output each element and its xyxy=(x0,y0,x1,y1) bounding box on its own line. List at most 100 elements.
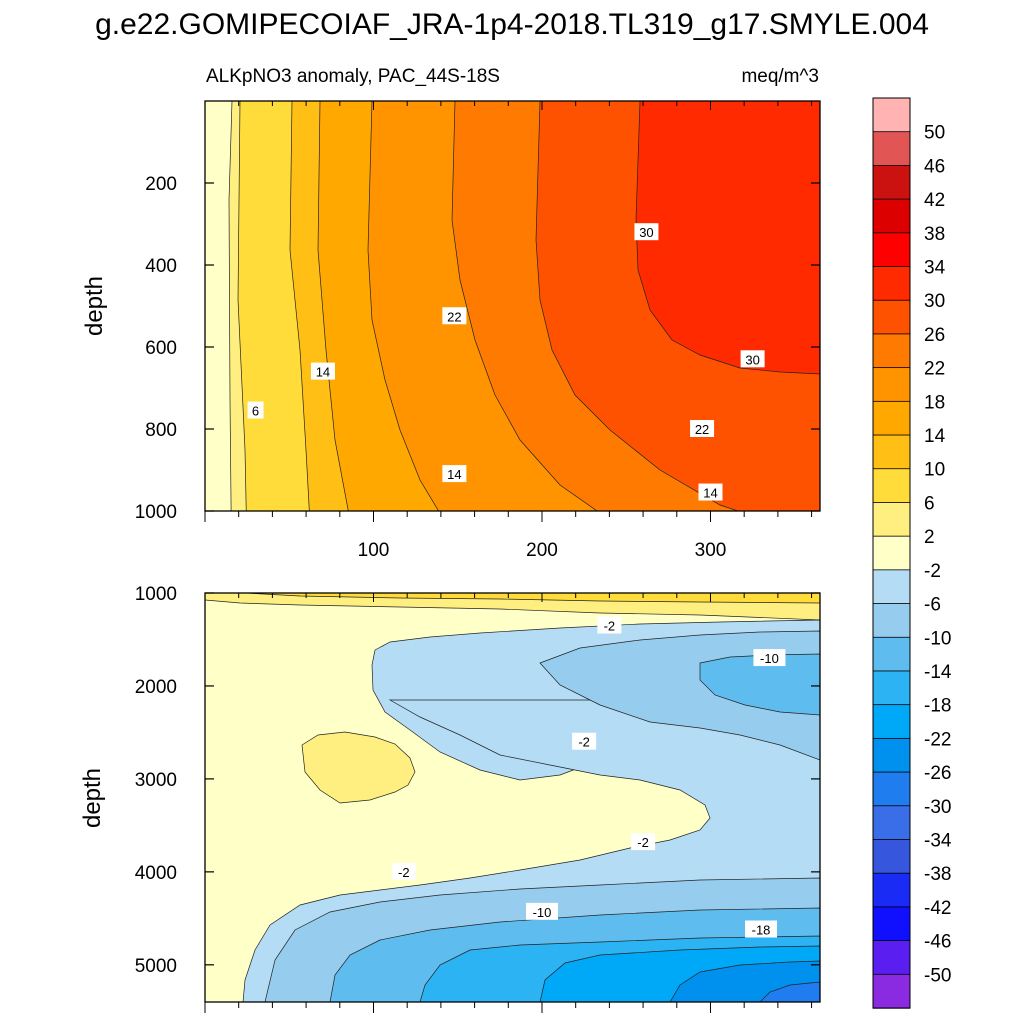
lower-contour-label-box xyxy=(391,862,416,880)
colorbar-swatch xyxy=(872,771,911,807)
colorbar-swatch xyxy=(872,805,911,841)
lower-contour-label-box xyxy=(572,732,597,750)
colorbar-label: -10 xyxy=(924,628,951,649)
lower-contour-label: -10 xyxy=(525,902,558,920)
figure-title: g.e22.GOMIPECOIAF_JRA-1p4-2018.TL319_g17… xyxy=(95,8,929,41)
lower-y-tick-label: 5000 xyxy=(135,956,177,977)
lower-y-tick-label: 4000 xyxy=(135,863,177,884)
upper-contour-label-text: 22 xyxy=(447,309,461,324)
lower-contour-labels: -2 -10 -2 -2 -2 -10 -18 xyxy=(391,616,786,938)
colorbar-label: 26 xyxy=(924,325,945,346)
colorbar-swatch xyxy=(872,670,911,706)
upper-band-fill-30 xyxy=(635,101,820,375)
upper-x-tick-label: 200 xyxy=(526,540,558,561)
upper-y-tick-label: 800 xyxy=(145,420,177,441)
colorbar-label: 14 xyxy=(924,426,946,447)
lower-y-tick-label: 1000 xyxy=(135,584,177,605)
lower-contour-label-text: -2 xyxy=(604,619,616,634)
upper-contour-label-box xyxy=(698,483,723,501)
colorbar-swatch xyxy=(872,131,911,167)
colorbar-swatch xyxy=(872,400,911,436)
colorbar-label: -14 xyxy=(924,662,952,683)
lower-contour-label-box xyxy=(525,902,558,920)
colorbar-label: 46 xyxy=(924,156,945,177)
colorbar-swatch xyxy=(872,737,911,773)
colorbar-swatch xyxy=(872,299,911,335)
upper-contour-label-text: 14 xyxy=(316,365,330,380)
colorbar-swatch xyxy=(872,535,911,571)
colorbar-label: -34 xyxy=(924,830,952,851)
lower-contour-label: -2 xyxy=(391,862,416,880)
lower-band-fill-minus10 xyxy=(699,653,820,716)
upper-x-tick-label: 300 xyxy=(695,540,727,561)
upper-contour-label: 30 xyxy=(634,223,659,241)
lower-x-axis xyxy=(204,593,813,1013)
upper-x-tick-label: 100 xyxy=(358,540,390,561)
upper-contour-label: 6 xyxy=(247,401,264,419)
upper-contour-label: 22 xyxy=(442,307,467,325)
lower-contour-label-text: -10 xyxy=(533,905,552,920)
lower-contour-label-text: -2 xyxy=(637,835,649,850)
colorbar-frame xyxy=(872,97,911,1009)
upper-contour-label-text: 6 xyxy=(252,404,259,419)
colorbar-label: 18 xyxy=(924,392,945,413)
colorbar-label: -18 xyxy=(924,696,951,717)
upper-contour-label: 14 xyxy=(442,465,467,483)
colorbar-swatch xyxy=(872,839,911,874)
colorbar-swatch xyxy=(872,502,911,537)
upper-contour-label-box xyxy=(690,420,715,437)
upper-contour-label-box xyxy=(634,223,659,241)
colorbar-swatch xyxy=(872,367,911,403)
colorbar-swatch xyxy=(872,906,911,942)
colorbar-label: 50 xyxy=(924,123,945,144)
lower-contour-label-box xyxy=(597,616,622,634)
colorbar-label: 22 xyxy=(924,359,945,380)
lower-contour-label-text: -2 xyxy=(398,865,410,880)
lower-y-axis-title: depth xyxy=(79,768,106,828)
lower-contour-label-box xyxy=(745,920,778,938)
upper-contour-labels: 6 14 22 30 30 22 14 14 xyxy=(247,223,765,501)
colorbar-label: 6 xyxy=(924,493,935,514)
upper-contour-label: 14 xyxy=(698,483,723,501)
colorbar-swatch xyxy=(872,165,911,200)
lower-contour-label: -2 xyxy=(631,833,656,851)
upper-contour-label-text: 30 xyxy=(745,352,759,367)
colorbar-swatch xyxy=(872,232,911,268)
upper-contour-label-box xyxy=(442,465,467,483)
colorbar-label: -50 xyxy=(924,965,951,986)
lower-y-tick-label: 2000 xyxy=(135,677,177,698)
colorbar-swatch xyxy=(872,872,911,908)
colorbar-label: 10 xyxy=(924,460,945,481)
lower-contour-label: -2 xyxy=(572,732,597,750)
lower-band-fill-minus26 xyxy=(759,981,820,1002)
upper-contour-label-text: 14 xyxy=(703,486,717,501)
upper-contour-label-box xyxy=(310,362,335,380)
upper-y-tick-label: 200 xyxy=(145,174,177,195)
colorbar-swatch xyxy=(872,603,911,638)
lower-contour-label-text: -2 xyxy=(578,735,590,750)
lower-contour-label-box xyxy=(753,649,786,667)
colorbar-swatch xyxy=(872,468,911,504)
upper-y-tick-label: 400 xyxy=(145,256,177,277)
upper-contour-label-text: 22 xyxy=(695,422,709,437)
colorbar-label: -38 xyxy=(924,864,951,885)
colorbar-label: -46 xyxy=(924,932,951,953)
colorbar-label: 34 xyxy=(924,258,946,279)
colorbar-swatch xyxy=(872,434,911,470)
lower-y-axis: 1000 2000 3000 4000 5000 xyxy=(135,584,820,977)
lower-contour-label-box xyxy=(631,833,656,851)
upper-contour-label: 14 xyxy=(310,362,335,380)
upper-y-axis-title: depth xyxy=(81,276,108,336)
colorbar-label: 2 xyxy=(924,527,935,548)
lower-contour-label: -10 xyxy=(753,649,786,667)
upper-contour-label-text: 14 xyxy=(447,467,461,482)
lower-surface-band-6 xyxy=(244,593,820,604)
lower-contour-label-text: -10 xyxy=(760,651,779,666)
colorbar-label: -6 xyxy=(924,595,941,616)
colorbar: 50 46 42 38 34 30 26 22 18 14 10 6 2 -2 -6 -10 -14 -18 -22… xyxy=(872,97,952,1009)
upper-contour-label: 22 xyxy=(690,420,715,437)
colorbar-label: 38 xyxy=(924,224,945,245)
upper-contour-label: 30 xyxy=(740,350,765,368)
colorbar-swatch xyxy=(872,97,911,133)
